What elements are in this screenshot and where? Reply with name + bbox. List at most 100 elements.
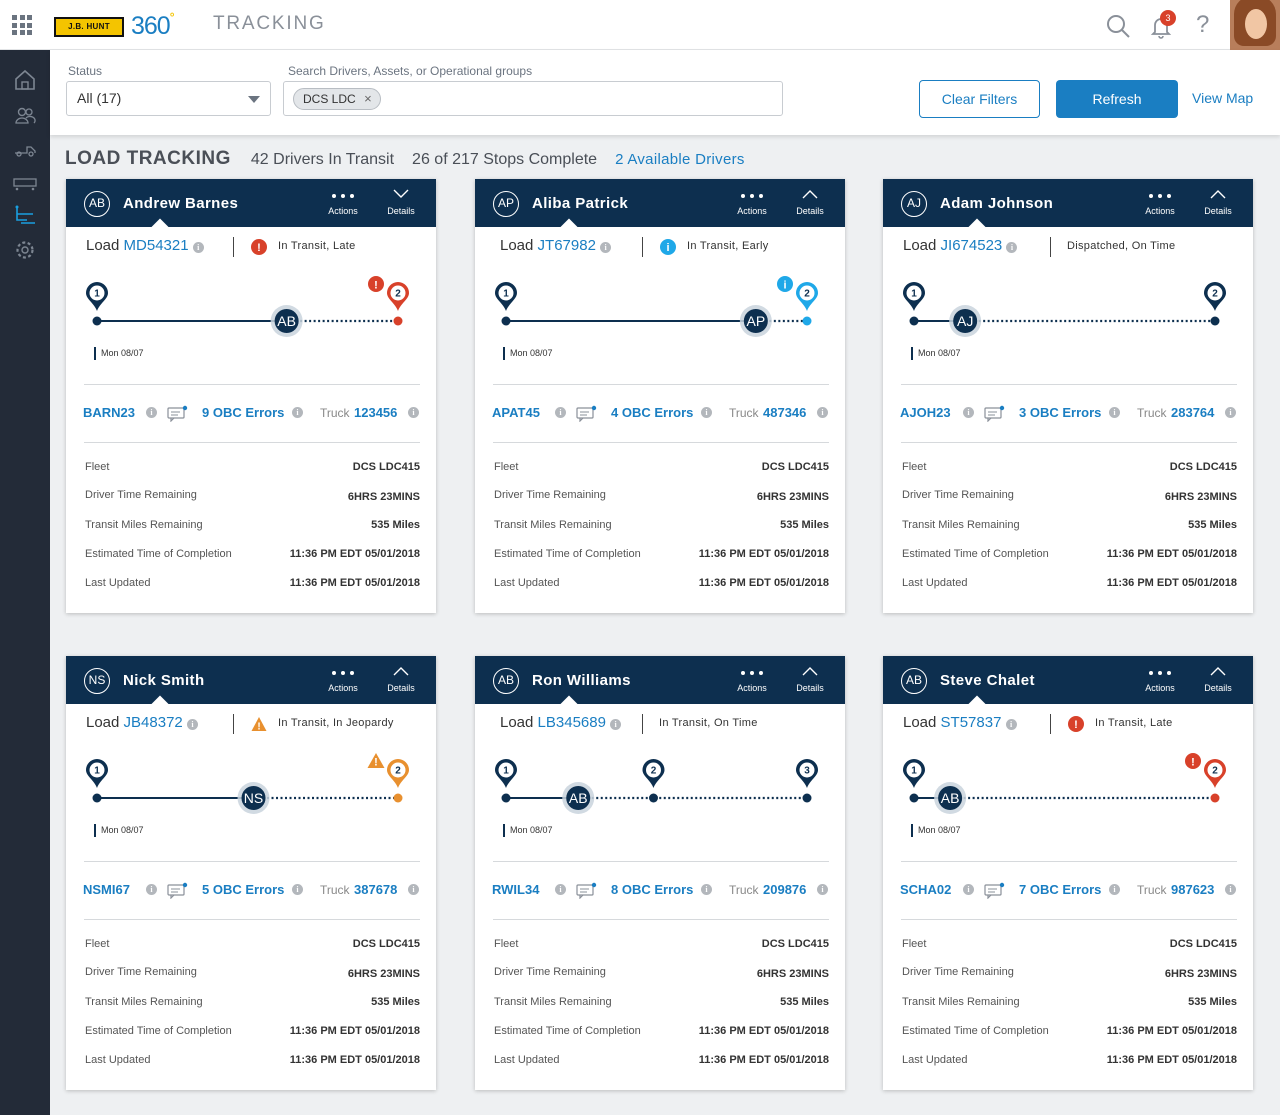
logo[interactable]: J.B. HUNT 360° (54, 10, 174, 41)
info-icon[interactable]: i (1109, 884, 1120, 895)
driver-avatar: AJ (901, 191, 927, 217)
info-icon[interactable]: i (817, 407, 828, 418)
info-icon[interactable]: i (600, 242, 612, 253)
info-icon[interactable]: i (146, 884, 157, 895)
stop-marker-2: 2 (387, 759, 409, 803)
obc-errors-link[interactable]: 3 OBC Errors (1019, 405, 1102, 420)
info-icon[interactable]: i (701, 407, 712, 418)
details-button[interactable]: Details (791, 187, 829, 221)
info-icon[interactable]: i (701, 884, 712, 895)
truck-icon[interactable] (13, 138, 37, 160)
details-button[interactable]: Details (382, 664, 420, 698)
status-select[interactable]: All (17) (66, 81, 271, 116)
home-icon[interactable] (13, 69, 37, 91)
info-icon[interactable]: i (1006, 242, 1018, 253)
app-grid-icon[interactable] (12, 15, 32, 35)
details-button[interactable]: Details (1199, 187, 1237, 221)
info-icon[interactable]: i (963, 407, 974, 418)
truck-number-link[interactable]: 387678 (354, 882, 398, 897)
info-icon[interactable]: i (186, 719, 198, 730)
driver-card-5: AB Ron Williams Actions Details Load LB3… (475, 656, 845, 1090)
load-id-link[interactable]: JB48372 (123, 714, 183, 731)
help-icon[interactable]: ? (1196, 11, 1210, 38)
load-label: Load (86, 237, 120, 254)
load-id-link[interactable]: MD54321 (123, 237, 189, 254)
details-button[interactable]: Details (382, 187, 420, 221)
drivers-icon[interactable] (13, 105, 37, 127)
info-icon[interactable]: i (408, 407, 419, 418)
load-id-link[interactable]: JI674523 (940, 237, 1003, 254)
truck-number-link[interactable]: 487346 (763, 405, 807, 420)
obc-errors-link[interactable]: 5 OBC Errors (202, 882, 285, 897)
detail-label: Driver Time Remaining (902, 966, 1014, 978)
obc-errors-link[interactable]: 9 OBC Errors (202, 405, 285, 420)
driver-code-link[interactable]: APAT45 (492, 405, 540, 420)
available-drivers-link[interactable]: 2 Available Drivers (615, 151, 745, 168)
info-icon[interactable]: i (963, 884, 974, 895)
user-avatar[interactable] (1230, 0, 1280, 50)
details-button[interactable]: Details (1199, 664, 1237, 698)
details-button[interactable]: Details (791, 664, 829, 698)
actions-button[interactable]: Actions (1141, 191, 1179, 221)
load-id-link[interactable]: ST57837 (940, 714, 1002, 731)
info-icon[interactable]: i (555, 884, 566, 895)
info-icon[interactable]: i (146, 407, 157, 418)
settings-icon[interactable] (13, 239, 37, 261)
load-id-link[interactable]: LB345689 (537, 714, 606, 731)
info-icon[interactable]: i (292, 884, 303, 895)
svg-text:1: 1 (94, 766, 100, 777)
info-icon[interactable]: i (610, 719, 622, 730)
message-icon[interactable] (984, 882, 1006, 899)
driver-code-link[interactable]: BARN23 (83, 405, 136, 420)
driver-code-link[interactable]: RWIL34 (492, 882, 540, 897)
message-icon[interactable] (167, 882, 189, 899)
actions-button[interactable]: Actions (733, 191, 771, 221)
divider (493, 384, 829, 385)
actions-button[interactable]: Actions (733, 668, 771, 698)
search-input[interactable]: DCS LDC × (283, 81, 783, 116)
card-header: AB Andrew Barnes Actions Details (66, 179, 436, 227)
clear-filters-button[interactable]: Clear Filters (919, 80, 1040, 118)
info-icon[interactable]: i (408, 884, 419, 895)
info-icon[interactable]: i (1109, 407, 1120, 418)
driver-code-link[interactable]: AJOH23 (900, 405, 951, 420)
load-id-link[interactable]: JT67982 (537, 237, 596, 254)
refresh-button[interactable]: Refresh (1056, 80, 1178, 118)
detail-value: 11:36 PM EDT 05/01/2018 (698, 548, 829, 560)
obc-errors-link[interactable]: 8 OBC Errors (611, 882, 694, 897)
info-icon[interactable]: i (1225, 884, 1236, 895)
message-icon[interactable] (576, 882, 598, 899)
info-icon[interactable]: i (555, 407, 566, 418)
trailer-icon[interactable] (13, 172, 37, 194)
driver-code-link[interactable]: NSMI67 (83, 882, 130, 897)
info-icon[interactable]: i (817, 884, 828, 895)
obc-errors-link[interactable]: 7 OBC Errors (1019, 882, 1102, 897)
actions-button[interactable]: Actions (1141, 668, 1179, 698)
tracking-icon[interactable] (13, 204, 37, 226)
driver-avatar: NS (84, 668, 110, 694)
close-icon[interactable]: × (364, 91, 372, 106)
actions-button[interactable]: Actions (324, 191, 362, 221)
actions-button[interactable]: Actions (324, 668, 362, 698)
filter-chip[interactable]: DCS LDC × (293, 88, 381, 110)
truck-number-link[interactable]: 209876 (763, 882, 807, 897)
truck-number-link[interactable]: 123456 (354, 405, 398, 420)
search-icon[interactable] (1105, 13, 1131, 39)
message-icon[interactable] (167, 405, 189, 422)
more-dots-icon (332, 194, 354, 200)
info-icon[interactable]: i (1225, 407, 1236, 418)
obc-errors-link[interactable]: 4 OBC Errors (611, 405, 694, 420)
view-map-link[interactable]: View Map (1192, 90, 1254, 106)
info-icon[interactable]: i (192, 242, 204, 253)
detail-row-etc: Estimated Time of Completion 11:36 PM EDT… (66, 1025, 436, 1041)
driver-code-link[interactable]: SCHA02 (900, 882, 952, 897)
message-icon[interactable] (984, 405, 1006, 422)
load-number: Load JI674523 i (903, 237, 1018, 254)
message-icon[interactable] (576, 405, 598, 422)
info-icon[interactable]: i (292, 407, 303, 418)
detail-label: Transit Miles Remaining (902, 519, 1020, 531)
truck-number-link[interactable]: 987623 (1171, 882, 1215, 897)
info-icon[interactable]: i (1005, 719, 1017, 730)
truck-number-link[interactable]: 283764 (1171, 405, 1215, 420)
svg-text:2: 2 (1212, 766, 1218, 777)
